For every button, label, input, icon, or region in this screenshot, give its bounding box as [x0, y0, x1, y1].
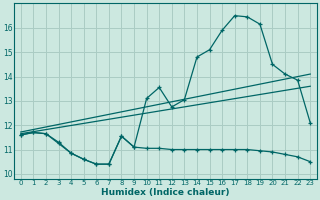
- X-axis label: Humidex (Indice chaleur): Humidex (Indice chaleur): [101, 188, 230, 197]
